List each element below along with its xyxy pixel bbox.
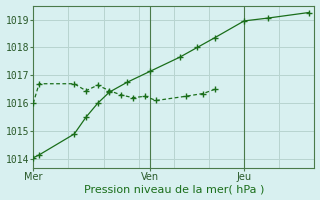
X-axis label: Pression niveau de la mer( hPa ): Pression niveau de la mer( hPa ) xyxy=(84,184,264,194)
